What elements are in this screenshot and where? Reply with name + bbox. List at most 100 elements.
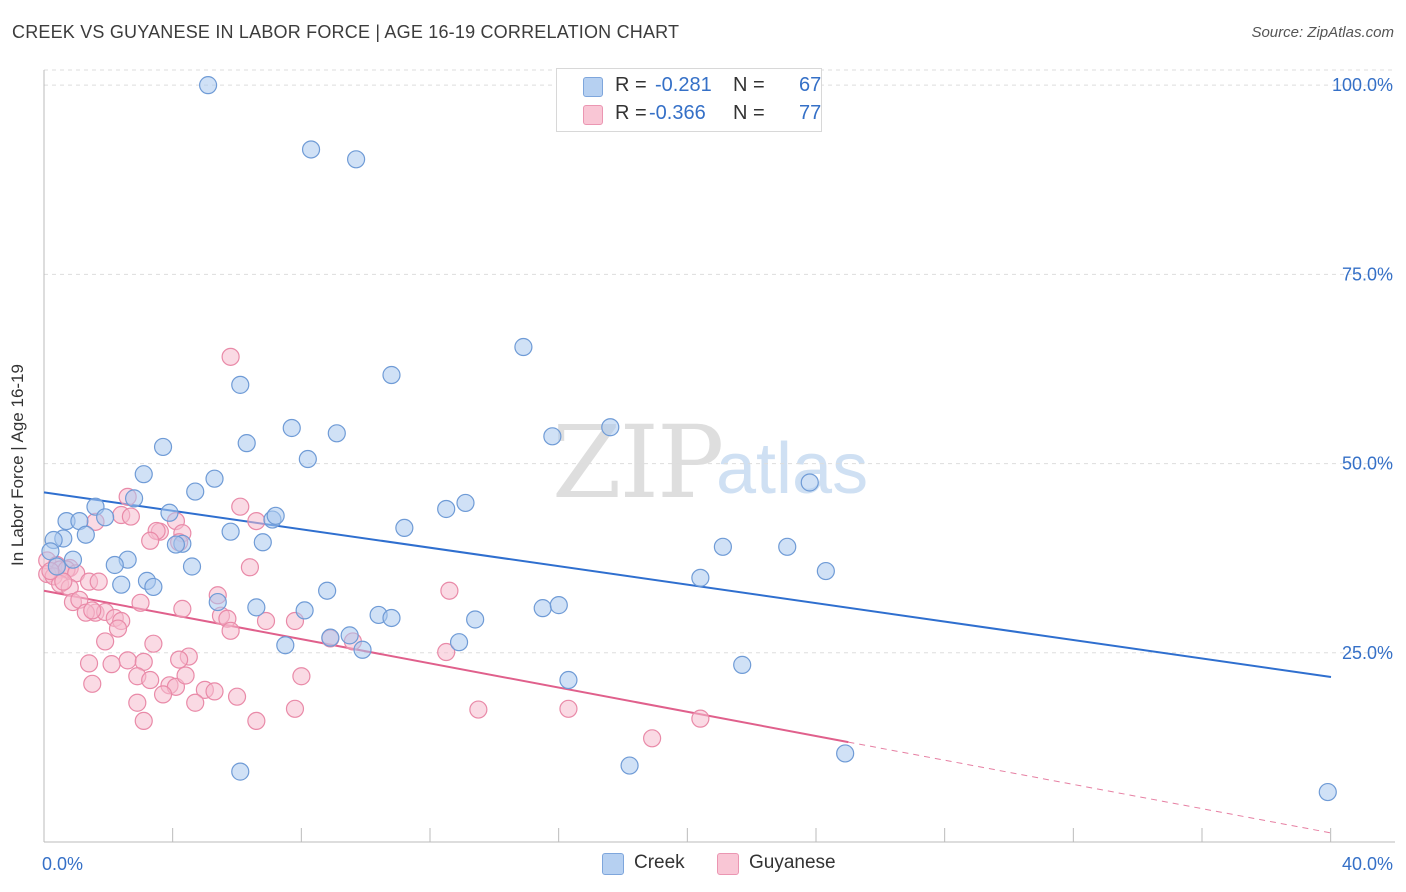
guyanese-point <box>186 693 205 712</box>
guyanese-point <box>121 507 140 526</box>
creek-point <box>346 150 366 169</box>
creek-point <box>691 568 710 587</box>
creek-point <box>327 424 346 443</box>
x-tick-label: 40.0% <box>1342 854 1393 874</box>
guyanese-point <box>102 655 121 674</box>
trend-lines <box>43 491 1332 834</box>
creek-trend-line <box>43 491 1332 678</box>
guyanese-point <box>227 687 247 706</box>
creek-point <box>208 592 227 612</box>
creek-r-value: -0.281 <box>655 74 712 96</box>
creek-point <box>800 473 819 492</box>
creek-point <box>382 608 401 628</box>
guyanese-point <box>440 581 459 600</box>
creek-point <box>549 596 568 615</box>
creek-point <box>340 626 359 645</box>
creek-point <box>816 561 835 581</box>
creek-point <box>253 533 272 552</box>
stats-legend: R = -0.281 N = 67 R = -0.366 N = 77 <box>556 68 822 132</box>
x-tick-label: 0.0% <box>42 854 83 874</box>
creek-point <box>282 418 301 438</box>
creek-point <box>237 434 256 453</box>
guyanese-r-value: -0.366 <box>649 102 706 124</box>
guyanese-trend-line <box>43 589 849 744</box>
guyanese-swatch <box>583 105 603 125</box>
guyanese-point <box>108 619 128 638</box>
creek-point <box>353 640 372 659</box>
guyanese-point <box>176 666 195 685</box>
creek-point <box>182 557 202 576</box>
creek-point <box>456 493 475 513</box>
guyanese-point <box>691 709 710 728</box>
creek-point <box>318 581 337 600</box>
creek-point <box>778 537 797 556</box>
guyanese-swatch <box>717 853 739 875</box>
guyanese-point <box>141 670 160 690</box>
n-label: N = <box>733 102 765 124</box>
creek-point <box>112 575 131 594</box>
creek-point <box>733 655 752 674</box>
y-axis-label: In Labor Force | Age 16-19 <box>8 364 27 566</box>
guyanese-trend-extension <box>848 741 1332 834</box>
creek-point <box>221 522 240 541</box>
creek-point <box>96 508 115 527</box>
creek-point <box>601 418 620 437</box>
creek-n-value: 67 <box>799 74 822 96</box>
n-label: N = <box>733 74 765 96</box>
creek-point <box>105 555 124 575</box>
creek-point <box>321 628 340 647</box>
creek-point <box>41 542 60 561</box>
y-tick-label: 25.0% <box>1342 643 1393 663</box>
creek-point <box>231 762 250 781</box>
guyanese-point <box>292 667 311 686</box>
creek-point <box>186 482 205 501</box>
creek-point <box>144 577 163 597</box>
r-label: R = <box>615 102 647 124</box>
creek-point <box>124 489 144 508</box>
guyanese-point <box>96 632 115 651</box>
guyanese-point <box>131 593 150 612</box>
tick-labels: 25.0% 50.0% 75.0% 100.0% 0.0% 40.0% <box>42 75 1393 874</box>
y-tick-label: 100.0% <box>1332 75 1393 95</box>
guyanese-legend-label: Guyanese <box>749 852 836 873</box>
creek-point <box>295 601 314 620</box>
guyanese-n-value: 77 <box>799 102 822 124</box>
guyanese-point <box>134 711 153 731</box>
creek-point <box>437 499 456 519</box>
r-label: R = <box>615 74 647 96</box>
guyanese-point <box>231 497 250 516</box>
creek-point <box>63 550 83 569</box>
creek-point <box>301 140 321 159</box>
creek-point <box>395 518 414 538</box>
creek-point <box>247 598 266 617</box>
y-tick-label: 75.0% <box>1342 264 1393 284</box>
creek-point <box>231 375 250 394</box>
guyanese-point <box>128 693 147 712</box>
creek-point <box>160 503 179 522</box>
guyanese-point <box>256 611 276 631</box>
guyanese-point <box>83 674 102 693</box>
creek-point <box>713 537 732 556</box>
creek-point <box>205 469 224 488</box>
guyanese-point <box>221 347 240 366</box>
creek-point <box>134 465 153 484</box>
creek-point <box>543 427 562 446</box>
guyanese-point <box>54 572 73 591</box>
watermark-zip: ZIP <box>552 404 724 521</box>
creek-point <box>620 756 639 775</box>
creek-point <box>166 535 186 554</box>
guyanese-point <box>221 621 240 640</box>
guyanese-point <box>144 634 163 653</box>
creek-point <box>266 506 285 525</box>
source-credit: Source: ZipAtlas.com <box>1251 24 1394 41</box>
guyanese-point <box>118 651 137 670</box>
guyanese-point <box>285 699 305 718</box>
y-tick-label: 50.0% <box>1342 454 1393 474</box>
guyanese-point <box>247 511 266 531</box>
creek-point <box>153 437 173 457</box>
creek-point <box>76 525 95 544</box>
data-points <box>38 76 1337 802</box>
chart-title: CREEK VS GUYANESE IN LABOR FORCE | AGE 1… <box>12 22 680 42</box>
watermark-atlas: atlas <box>716 429 869 509</box>
